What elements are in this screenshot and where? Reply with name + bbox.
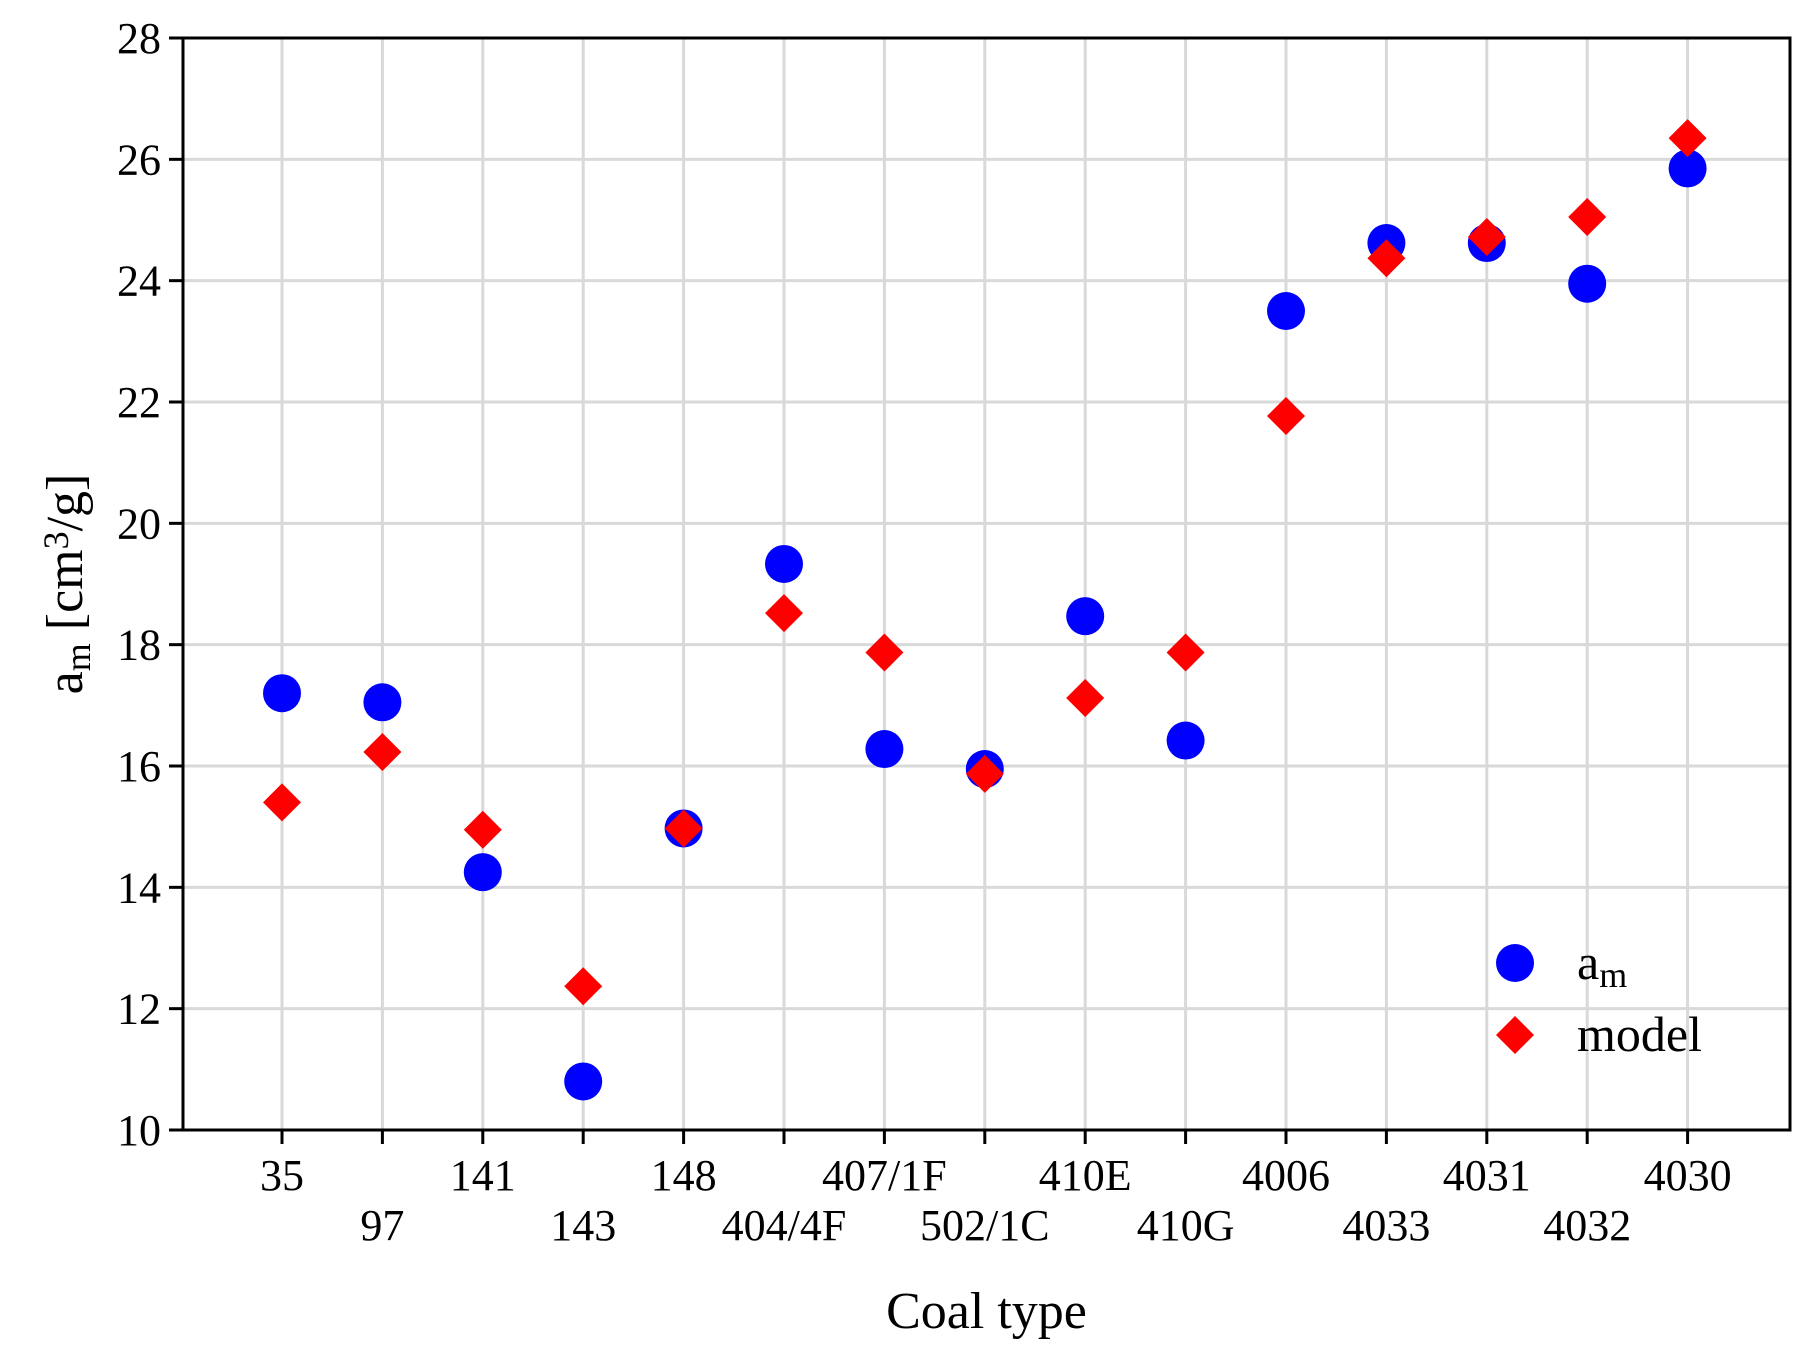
point-model: [1568, 197, 1607, 236]
point-model: [1467, 217, 1506, 256]
point-model: [1267, 396, 1305, 435]
x-tick-label: 4031: [1443, 1151, 1531, 1200]
y-axis-label-sub: m: [58, 643, 98, 671]
x-tick-label: 410E: [1039, 1151, 1132, 1200]
y-axis-label-mid: [cm: [37, 549, 94, 643]
legend-marker-a_m: [1496, 944, 1534, 982]
x-tick-label: 35: [260, 1151, 304, 1200]
x-tick-label: 4006: [1242, 1151, 1330, 1200]
y-tick-label: 28: [117, 14, 161, 63]
point-a_m: [865, 730, 904, 769]
y-tick-label: 16: [117, 742, 161, 791]
point-a_m: [1166, 721, 1205, 760]
point-a_m: [463, 853, 502, 892]
y-tick-label: 12: [117, 985, 161, 1034]
legend-label-model: model: [1577, 1006, 1702, 1062]
x-tick-label: 410G: [1137, 1201, 1235, 1250]
point-model: [1668, 119, 1707, 158]
point-a_m: [1267, 292, 1305, 330]
point-model: [1066, 679, 1105, 718]
axes: 101214161820222426283597141143148404/4F4…: [117, 14, 1792, 1250]
y-tick-label: 24: [117, 257, 161, 306]
point-model: [965, 754, 1004, 793]
point-model: [1166, 633, 1205, 672]
plot-frame: [181, 36, 1792, 1132]
point-model: [463, 810, 502, 849]
legend-label-a_m: am: [1577, 934, 1627, 995]
x-tick-label: 407/1F: [822, 1151, 947, 1200]
point-a_m: [564, 1062, 603, 1101]
y-axis-label-base: a: [37, 671, 94, 694]
point-model: [664, 809, 703, 848]
point-model: [765, 594, 803, 633]
point-a_m: [765, 544, 803, 583]
y-tick-label: 14: [117, 863, 161, 912]
point-a_m: [1066, 597, 1105, 636]
y-axis-label-sup: 3: [36, 531, 76, 549]
y-tick-label: 18: [117, 621, 161, 670]
point-model: [865, 633, 904, 672]
x-tick-label: 502/1C: [920, 1201, 1050, 1250]
point-a_m: [1668, 149, 1707, 188]
point-model: [1367, 239, 1406, 278]
y-tick-label: 26: [117, 135, 161, 184]
x-tick-label: 404/4F: [722, 1201, 847, 1250]
y-tick-label: 22: [117, 378, 161, 427]
point-a_m: [1568, 264, 1607, 303]
point-model: [564, 967, 603, 1006]
data-marks: [263, 119, 1707, 1101]
y-tick-label: 10: [117, 1106, 161, 1155]
x-tick-label: 143: [550, 1201, 616, 1250]
x-axis-label: Coal type: [886, 1283, 1087, 1340]
x-tick-label: 141: [450, 1151, 516, 1200]
point-a_m: [263, 674, 301, 713]
point-a_m: [363, 683, 402, 722]
x-tick-label: 97: [360, 1201, 404, 1250]
legend: am model: [1496, 934, 1702, 1062]
x-tick-label: 4032: [1543, 1201, 1631, 1250]
y-axis-label-end: /g]: [37, 474, 94, 532]
legend-marker-model: [1496, 1016, 1534, 1054]
point-model: [263, 783, 301, 822]
x-tick-label: 4033: [1342, 1201, 1430, 1250]
x-tick-label: 148: [651, 1151, 717, 1200]
point-model: [363, 733, 402, 772]
y-tick-label: 20: [117, 499, 161, 548]
gridlines: [183, 38, 1790, 1130]
x-tick-label: 4030: [1644, 1151, 1732, 1200]
y-axis-label: am [cm3/g]: [36, 474, 98, 695]
axis-labels: Coal type am [cm3/g]: [36, 474, 1087, 1340]
